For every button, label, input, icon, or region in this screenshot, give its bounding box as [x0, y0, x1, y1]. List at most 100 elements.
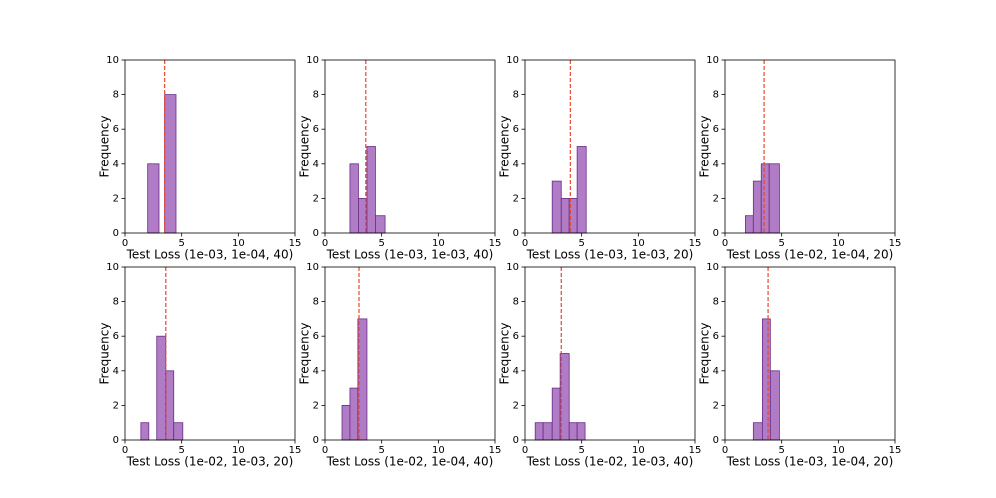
axes-frame — [324, 266, 496, 441]
y-tick-label: 6 — [113, 124, 119, 135]
x-tick-label: 0 — [722, 238, 728, 249]
x-tick-label: 15 — [289, 445, 302, 456]
y-tick-label: 2 — [713, 193, 719, 204]
x-tick-label: 15 — [889, 445, 902, 456]
x-tick-label: 5 — [378, 238, 384, 249]
bar — [576, 146, 587, 234]
y-tick-label: 8 — [713, 297, 719, 308]
x-tick-label: 0 — [322, 238, 328, 249]
x-axis-label: Test Loss (1e-03, 1e-03, 20) — [526, 248, 694, 262]
bar — [349, 163, 359, 234]
y-tick-label: 6 — [713, 124, 719, 135]
y-tick-label: 4 — [713, 159, 719, 170]
y-tick-label: 0 — [113, 228, 119, 239]
y-tick-label: 0 — [313, 435, 319, 446]
bar — [568, 197, 578, 234]
y-tick-label: 8 — [313, 90, 319, 101]
y-tick-label: 10 — [506, 262, 519, 273]
x-tick-label: 10 — [832, 445, 845, 456]
bar — [568, 422, 578, 441]
y-tick-label: 0 — [513, 435, 519, 446]
x-axis-label: Test Loss (1e-03, 1e-04, 40) — [126, 248, 294, 262]
bar — [760, 163, 770, 234]
x-tick-label: 15 — [289, 238, 302, 249]
y-tick-label: 2 — [713, 400, 719, 411]
x-axis-label: Test Loss (1e-02, 1e-04, 20) — [726, 248, 894, 262]
bar — [752, 180, 762, 234]
y-tick-label: 8 — [513, 297, 519, 308]
axes-frame — [124, 266, 296, 441]
x-tick-label: 0 — [522, 445, 528, 456]
y-tick-label: 2 — [513, 193, 519, 204]
x-tick-label: 5 — [778, 238, 784, 249]
y-tick-label: 2 — [513, 400, 519, 411]
y-axis-label: Frequency — [298, 116, 312, 178]
x-tick-label: 15 — [689, 238, 702, 249]
x-axis-label: Test Loss (1e-03, 1e-03, 40) — [326, 248, 494, 262]
x-tick-label: 5 — [778, 445, 784, 456]
x-tick-label: 0 — [722, 445, 728, 456]
x-tick-label: 10 — [232, 238, 245, 249]
bar — [358, 197, 368, 234]
bar — [341, 404, 351, 441]
y-tick-label: 6 — [313, 331, 319, 342]
axes-frame — [124, 59, 296, 234]
y-tick-label: 4 — [113, 159, 119, 170]
y-tick-label: 6 — [513, 331, 519, 342]
x-tick-label: 15 — [489, 238, 502, 249]
y-tick-label: 8 — [113, 297, 119, 308]
y-tick-label: 0 — [713, 228, 719, 239]
y-tick-label: 8 — [113, 90, 119, 101]
y-tick-label: 10 — [106, 262, 119, 273]
y-axis-label: Frequency — [698, 323, 712, 385]
bar — [173, 422, 184, 441]
bar — [140, 422, 150, 441]
bar — [769, 370, 780, 441]
y-tick-label: 4 — [713, 366, 719, 377]
y-tick-label: 10 — [506, 55, 519, 66]
x-tick-label: 15 — [689, 445, 702, 456]
y-tick-label: 8 — [313, 297, 319, 308]
bar — [551, 180, 562, 234]
y-tick-label: 10 — [706, 262, 719, 273]
y-tick-label: 4 — [313, 366, 319, 377]
axes-frame — [524, 266, 696, 441]
bar — [745, 215, 754, 234]
bar — [349, 387, 359, 441]
y-tick-label: 6 — [513, 124, 519, 135]
x-tick-label: 10 — [632, 445, 645, 456]
axes-frame — [524, 59, 696, 234]
y-tick-label: 10 — [706, 55, 719, 66]
x-tick-label: 0 — [122, 445, 128, 456]
x-tick-label: 5 — [178, 238, 184, 249]
x-tick-label: 5 — [178, 445, 184, 456]
x-tick-label: 0 — [122, 238, 128, 249]
x-tick-label: 15 — [889, 238, 902, 249]
y-tick-label: 8 — [513, 90, 519, 101]
x-axis-label: Test Loss (1e-02, 1e-03, 40) — [526, 455, 694, 469]
y-tick-label: 0 — [113, 435, 119, 446]
bar — [762, 318, 771, 441]
bar — [551, 387, 561, 441]
x-tick-label: 10 — [232, 445, 245, 456]
axes-frame — [724, 266, 896, 441]
bar — [768, 163, 780, 234]
y-tick-label: 2 — [113, 193, 119, 204]
bar — [156, 335, 167, 441]
axes-frame — [724, 59, 896, 234]
y-axis-label: Frequency — [98, 116, 112, 178]
x-tick-label: 5 — [578, 238, 584, 249]
y-tick-label: 10 — [106, 55, 119, 66]
bar — [752, 422, 763, 441]
y-tick-label: 6 — [313, 124, 319, 135]
bar — [542, 422, 553, 441]
y-tick-label: 4 — [313, 159, 319, 170]
x-tick-label: 10 — [632, 238, 645, 249]
y-tick-label: 6 — [713, 331, 719, 342]
y-tick-label: 4 — [513, 366, 519, 377]
x-tick-label: 10 — [432, 445, 445, 456]
y-tick-label: 10 — [306, 55, 319, 66]
x-tick-label: 10 — [432, 238, 445, 249]
x-axis-label: Test Loss (1e-03, 1e-04, 20) — [726, 455, 894, 469]
